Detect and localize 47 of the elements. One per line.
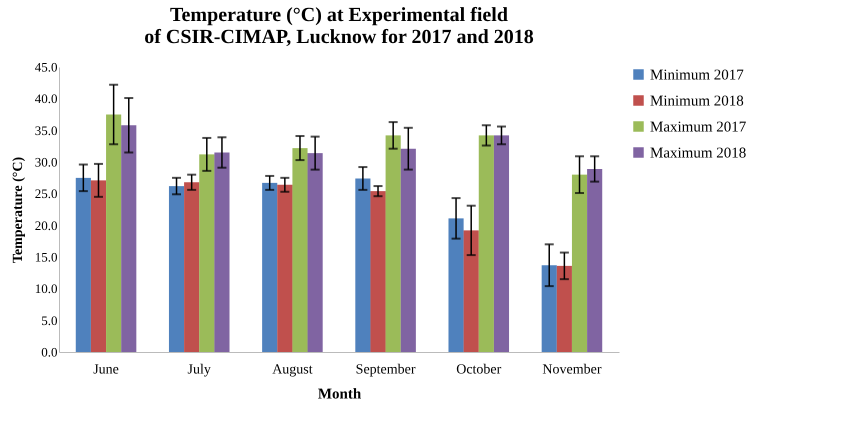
bar — [199, 154, 214, 352]
bar — [464, 230, 479, 352]
bar — [277, 184, 292, 352]
legend-label: Minimum 2017 — [650, 68, 744, 84]
x-axis-title: Month — [318, 386, 362, 402]
bar — [308, 153, 323, 352]
bar — [572, 174, 588, 352]
bar — [292, 148, 308, 352]
bar — [184, 182, 200, 352]
y-tick-label: 10.0 — [34, 281, 58, 296]
y-axis-title: Temperature (°C) — [10, 156, 26, 264]
bar — [478, 135, 494, 352]
y-tick-label: 25.0 — [34, 186, 58, 202]
bar — [494, 135, 510, 352]
bar — [355, 178, 370, 352]
bar — [168, 186, 184, 352]
y-tick-label: 0.0 — [41, 344, 58, 360]
bar — [121, 125, 136, 352]
legend-label: Minimum 2018 — [650, 94, 744, 110]
bar — [400, 148, 416, 352]
bar — [76, 178, 91, 352]
bar — [587, 168, 602, 352]
bar — [556, 266, 572, 352]
chart-title: Temperature (°C) at Experimental field of CSIR-CIMAP, Lucknow for 2017 and 2018 — [144, 4, 534, 48]
y-tick-label: 45.0 — [34, 60, 58, 74]
x-tick-label: August — [272, 362, 313, 378]
x-tick-label: June — [93, 362, 119, 378]
legend-label: Maximum 2018 — [650, 146, 746, 162]
x-tick-label: July — [188, 362, 211, 378]
y-tick-label: 20.0 — [34, 218, 58, 233]
y-tick-label: 5.0 — [41, 312, 58, 328]
y-tick-label: 40.0 — [34, 91, 58, 106]
bar — [90, 180, 106, 352]
legend-label: Maximum 2017 — [650, 120, 747, 136]
x-tick-label: October — [456, 362, 502, 378]
bar — [214, 152, 230, 352]
bar — [106, 114, 122, 352]
y-tick-label: 35.0 — [34, 122, 58, 138]
x-tick-label: November — [542, 362, 602, 378]
y-tick-label: 30.0 — [34, 154, 58, 170]
x-tick-label: September — [356, 362, 416, 378]
bar — [448, 218, 464, 352]
bar — [386, 135, 401, 352]
bar — [542, 265, 557, 352]
bar — [370, 191, 386, 352]
y-tick-label: 15.0 — [34, 250, 58, 264]
bar — [262, 182, 278, 352]
